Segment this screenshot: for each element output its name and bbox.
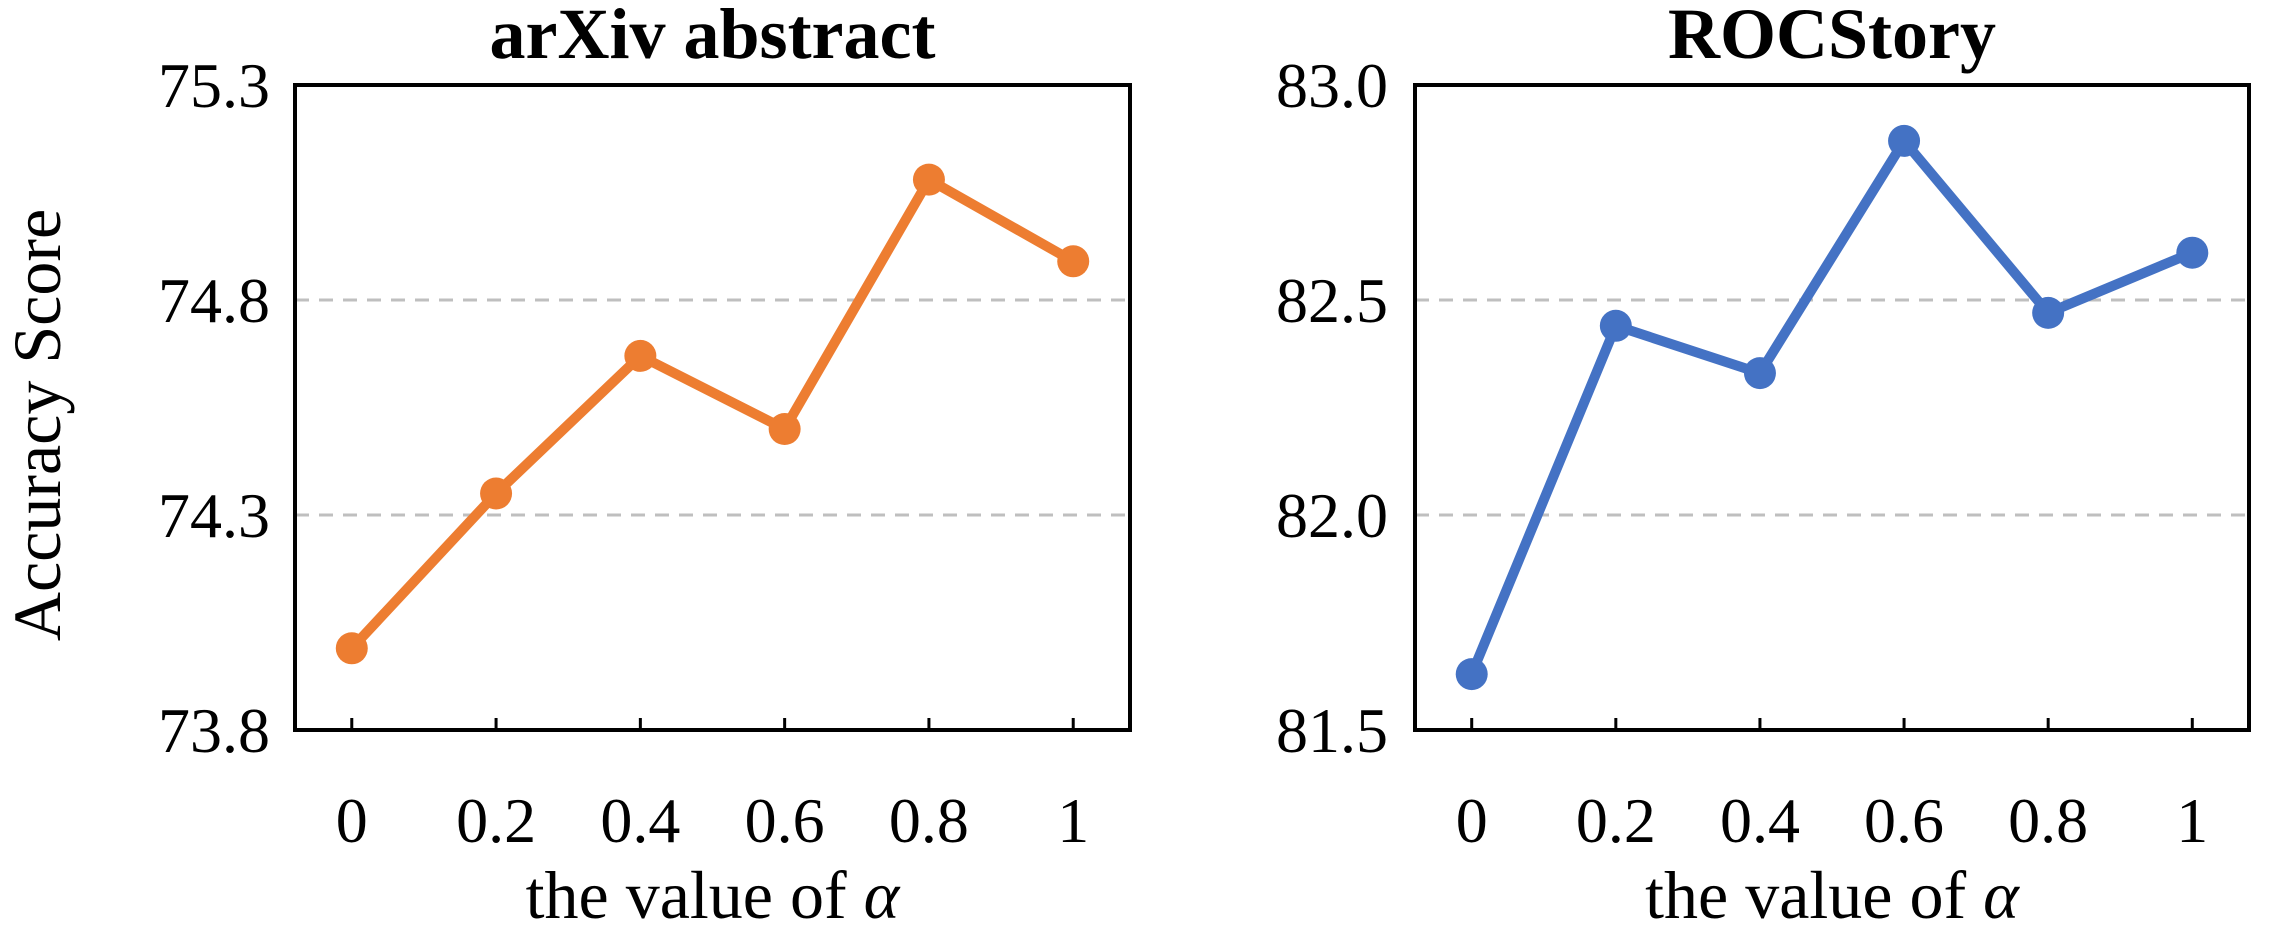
data-point — [912, 163, 945, 196]
data-point — [2032, 296, 2065, 329]
data-point — [1455, 658, 1488, 691]
x-axis-label-text: the value of — [1645, 857, 1983, 933]
x-axis-label-alpha: α — [864, 857, 901, 933]
x-axis-label-text: the value of — [526, 857, 864, 933]
chart-title: arXiv abstract — [490, 0, 936, 74]
y-tick-label: 83.0 — [1276, 50, 1388, 121]
x-axis-label: the value of α — [526, 857, 901, 933]
x-tick-label: 1 — [2176, 785, 2208, 856]
series-line — [1466, 135, 2198, 680]
x-tick-label: 0.8 — [889, 785, 969, 856]
data-point — [2176, 236, 2209, 269]
x-tick-label: 0.4 — [1720, 785, 1800, 856]
y-tick-label: 74.8 — [158, 265, 270, 336]
x-axis-label-alpha: α — [1983, 857, 2020, 933]
x-tick-label: 0 — [336, 785, 368, 856]
data-point — [1057, 245, 1090, 278]
data-point — [768, 413, 801, 445]
chart-title: ROCStory — [1668, 0, 1996, 74]
x-tick-label: 0.2 — [456, 785, 536, 856]
series-line — [346, 174, 1079, 654]
y-tick-label: 75.3 — [158, 50, 270, 121]
plot-frame — [293, 83, 1132, 732]
y-axis-label: Accuracy Score — [0, 209, 75, 641]
data-point — [624, 339, 657, 372]
data-point — [1743, 357, 1776, 390]
plot-frame — [1413, 83, 2251, 732]
x-tick-label: 1 — [1057, 785, 1089, 856]
data-point — [1599, 309, 1632, 342]
chart-arxiv-abstract: arXiv abstract 0 0.2 0.4 0.6 0.8 1 73.8 74.3 74.8… — [158, 0, 1132, 933]
x-tick-label: 0.6 — [745, 785, 825, 856]
y-tick-label: 82.5 — [1276, 265, 1388, 336]
y-tick-label: 73.8 — [158, 695, 270, 766]
data-point — [480, 477, 513, 510]
y-tick-label: 74.3 — [158, 480, 270, 551]
y-tick-label: 81.5 — [1276, 695, 1388, 766]
x-axis-label: the value of α — [1645, 857, 2020, 933]
x-tick-label: 0.2 — [1576, 785, 1656, 856]
x-tick-label: 0.8 — [2008, 785, 2088, 856]
x-tick-label: 0.4 — [600, 785, 680, 856]
data-point — [1888, 124, 1921, 157]
x-tick-label: 0 — [1456, 785, 1488, 856]
y-tick-label: 82.0 — [1276, 480, 1388, 551]
x-tick-label: 0.6 — [1864, 785, 1944, 856]
data-point — [335, 632, 368, 665]
chart-rocstory: ROCStory 0 0.2 0.4 0.6 0.8 1 81.5 82.0 82.5 83.0 th… — [1276, 0, 2251, 933]
